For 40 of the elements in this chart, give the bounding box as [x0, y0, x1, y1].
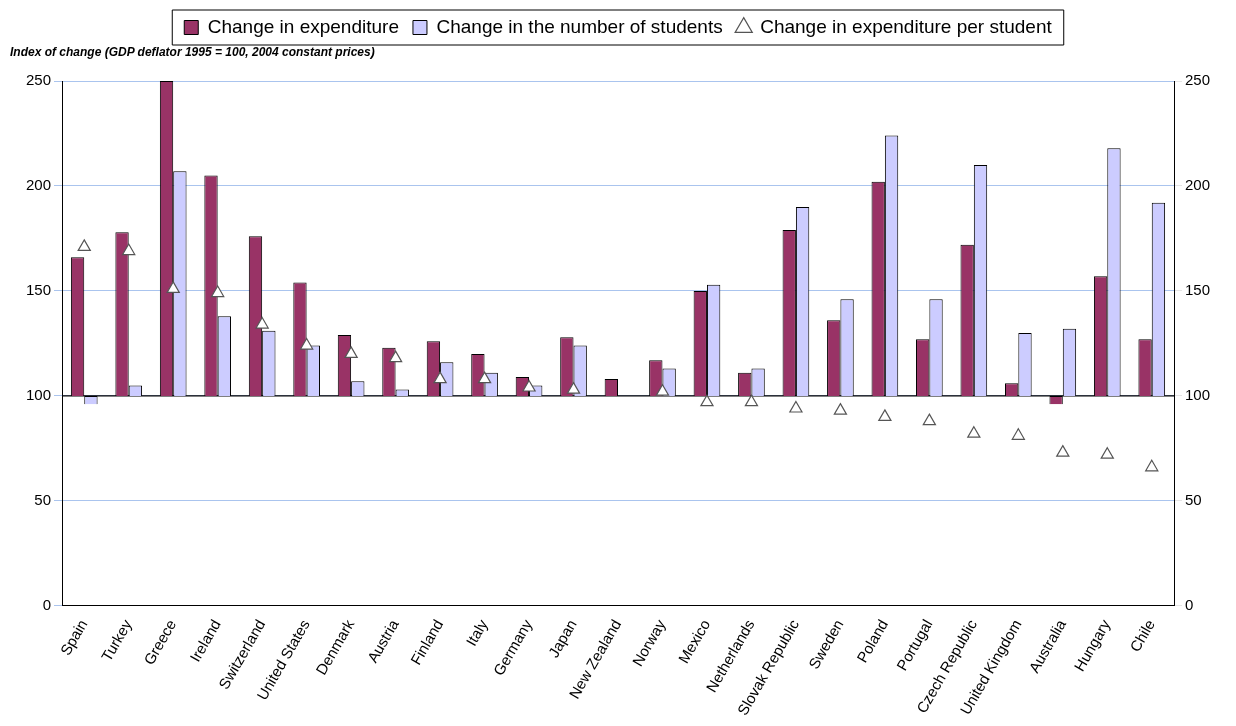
point	[433, 371, 447, 384]
point	[344, 346, 358, 359]
legend-label: Change in expenditure	[207, 15, 399, 37]
point	[1056, 445, 1070, 457]
point	[388, 350, 403, 363]
point	[922, 413, 937, 426]
y-tick-label: 250	[25, 71, 51, 89]
point	[878, 409, 892, 422]
y-axis-title: Index of change (GDP deflator 1995 = 100, 2004 constant prices)	[10, 45, 375, 60]
point	[700, 394, 714, 407]
point	[522, 379, 536, 392]
point	[744, 394, 759, 407]
y-tick-label: 150	[25, 281, 51, 299]
y-tick-label: 100	[25, 386, 51, 404]
point	[255, 316, 269, 329]
y2-tick-label: 100	[1185, 386, 1211, 404]
point	[967, 426, 981, 438]
legend-label: Change in expenditure per student	[760, 15, 1053, 37]
y2-tick-label: 150	[1185, 281, 1211, 299]
point	[477, 371, 492, 384]
point	[166, 281, 180, 293]
y2-tick-label: 0	[1185, 595, 1194, 613]
y2-tick-label: 200	[1185, 176, 1211, 194]
y2-tick-label: 250	[1185, 71, 1211, 89]
point	[1100, 447, 1114, 459]
y-tick-label: 0	[42, 595, 51, 613]
y-tick-label: 200	[25, 176, 51, 194]
point	[655, 384, 670, 396]
y-tick-label: 50	[34, 491, 51, 509]
point	[1011, 428, 1025, 440]
point	[833, 403, 848, 415]
point	[211, 285, 225, 298]
point	[566, 382, 581, 394]
point	[77, 239, 91, 251]
y2-tick-label: 50	[1185, 491, 1202, 509]
point	[299, 337, 314, 350]
point	[122, 243, 136, 256]
point	[1145, 459, 1159, 472]
legend-label: Change in the number of students	[436, 15, 723, 37]
point	[789, 400, 803, 413]
